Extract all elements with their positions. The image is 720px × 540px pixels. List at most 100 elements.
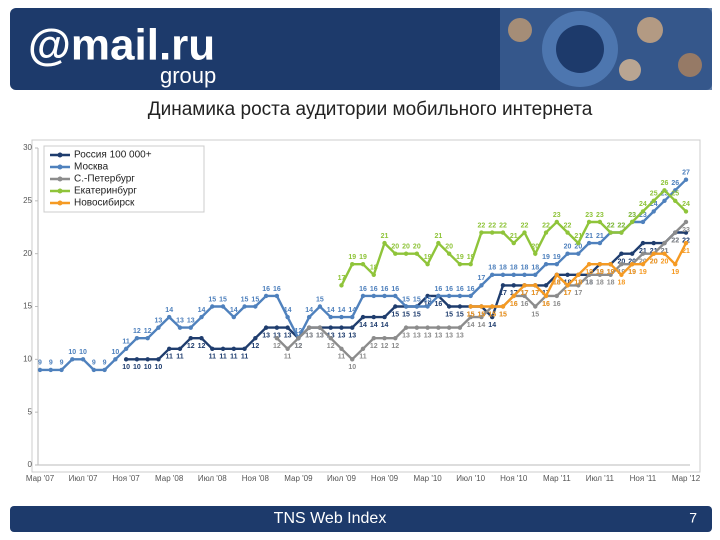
- data-point: [177, 346, 183, 351]
- data-point: [533, 304, 538, 309]
- data-label: 19: [639, 269, 647, 276]
- data-point: [608, 230, 613, 235]
- x-tick-label: Июл '08: [198, 474, 227, 483]
- data-label: 19: [467, 254, 475, 261]
- data-point: [393, 251, 398, 256]
- data-point: [586, 219, 592, 225]
- data-label: 15: [499, 311, 507, 318]
- data-label: 15: [391, 311, 399, 318]
- data-point: [199, 336, 204, 341]
- data-label: 13: [176, 317, 184, 324]
- data-point: [565, 272, 570, 277]
- data-point: [629, 262, 635, 267]
- data-label: 10: [111, 349, 119, 356]
- data-label: 15: [456, 311, 464, 318]
- data-point: [274, 336, 280, 341]
- data-label: 16: [521, 301, 529, 308]
- data-point: [436, 240, 441, 246]
- data-label: 12: [251, 343, 259, 350]
- data-point: [490, 272, 495, 277]
- data-label: 20: [618, 259, 626, 266]
- data-point: [306, 325, 312, 330]
- data-point: [285, 325, 290, 330]
- data-point: [350, 357, 355, 362]
- data-label: 19: [628, 269, 636, 276]
- data-label: 16: [424, 301, 432, 308]
- x-tick-label: Ноя '09: [371, 474, 399, 483]
- data-point: [156, 357, 161, 362]
- data-point: [619, 262, 624, 267]
- data-point: [597, 219, 603, 225]
- data-point: [576, 251, 581, 256]
- data-point: [403, 251, 409, 256]
- data-point: [393, 336, 398, 341]
- data-label: 14: [467, 322, 475, 329]
- data-label: 13: [348, 332, 356, 339]
- data-label: 20: [531, 244, 539, 251]
- data-point: [317, 325, 323, 330]
- data-label: 11: [241, 354, 249, 361]
- data-label: 22: [564, 222, 572, 229]
- data-label: 10: [79, 349, 87, 356]
- data-label: 23: [639, 212, 647, 219]
- data-label: 23: [553, 212, 561, 219]
- data-label: 21: [661, 248, 669, 255]
- data-point: [199, 314, 204, 320]
- data-label: 19: [542, 254, 550, 261]
- data-label: 13: [413, 332, 421, 339]
- data-label: 14: [165, 307, 173, 314]
- data-label: 10: [348, 364, 356, 371]
- data-label: 14: [284, 307, 292, 314]
- data-point: [479, 283, 484, 288]
- data-label: 11: [165, 354, 173, 361]
- data-label: 12: [295, 328, 303, 335]
- data-label: 16: [273, 286, 281, 293]
- data-label: 12: [187, 343, 195, 350]
- data-label: 17: [574, 290, 582, 297]
- data-point: [554, 219, 559, 225]
- data-label: 11: [219, 354, 227, 361]
- data-point: [543, 230, 549, 235]
- data-label: 21: [574, 233, 582, 240]
- legend-label: Россия 100 000+: [74, 150, 152, 161]
- x-tick-label: Ноя '08: [242, 474, 270, 483]
- data-point: [123, 346, 129, 351]
- data-point: [640, 262, 646, 267]
- logo-sub: group: [160, 63, 216, 88]
- data-label: 23: [628, 212, 636, 219]
- y-tick-label: 10: [23, 354, 32, 363]
- data-label: 22: [499, 222, 507, 229]
- data-label: 20: [650, 259, 658, 266]
- data-label: 15: [488, 311, 496, 318]
- data-label: 23: [585, 212, 593, 219]
- data-label: 19: [585, 269, 593, 276]
- data-label: 15: [402, 311, 410, 318]
- data-point: [371, 314, 376, 320]
- data-label: 18: [596, 280, 604, 287]
- data-label: 14: [327, 307, 335, 314]
- data-label: 17: [510, 290, 518, 297]
- data-point: [145, 357, 150, 362]
- data-point: [468, 293, 473, 299]
- data-point: [565, 251, 570, 256]
- data-point: [597, 262, 603, 267]
- data-point: [673, 262, 678, 267]
- page-number: 7: [689, 510, 697, 526]
- x-tick-label: Ноя '07: [113, 474, 141, 483]
- data-point: [662, 240, 667, 246]
- data-point: [457, 262, 463, 267]
- data-label: 20: [391, 244, 399, 251]
- data-point: [306, 314, 312, 320]
- legend-label: Москва: [74, 162, 109, 173]
- data-point: [673, 230, 678, 235]
- data-point: [683, 240, 689, 246]
- data-label: 14: [348, 307, 356, 314]
- data-label: 20: [661, 259, 669, 266]
- data-point: [328, 325, 333, 330]
- data-label: 15: [424, 296, 432, 303]
- data-point: [468, 262, 473, 267]
- data-label: 21: [661, 248, 669, 255]
- data-label: 17: [531, 290, 539, 297]
- data-point: [242, 304, 247, 309]
- data-label: 19: [359, 254, 367, 261]
